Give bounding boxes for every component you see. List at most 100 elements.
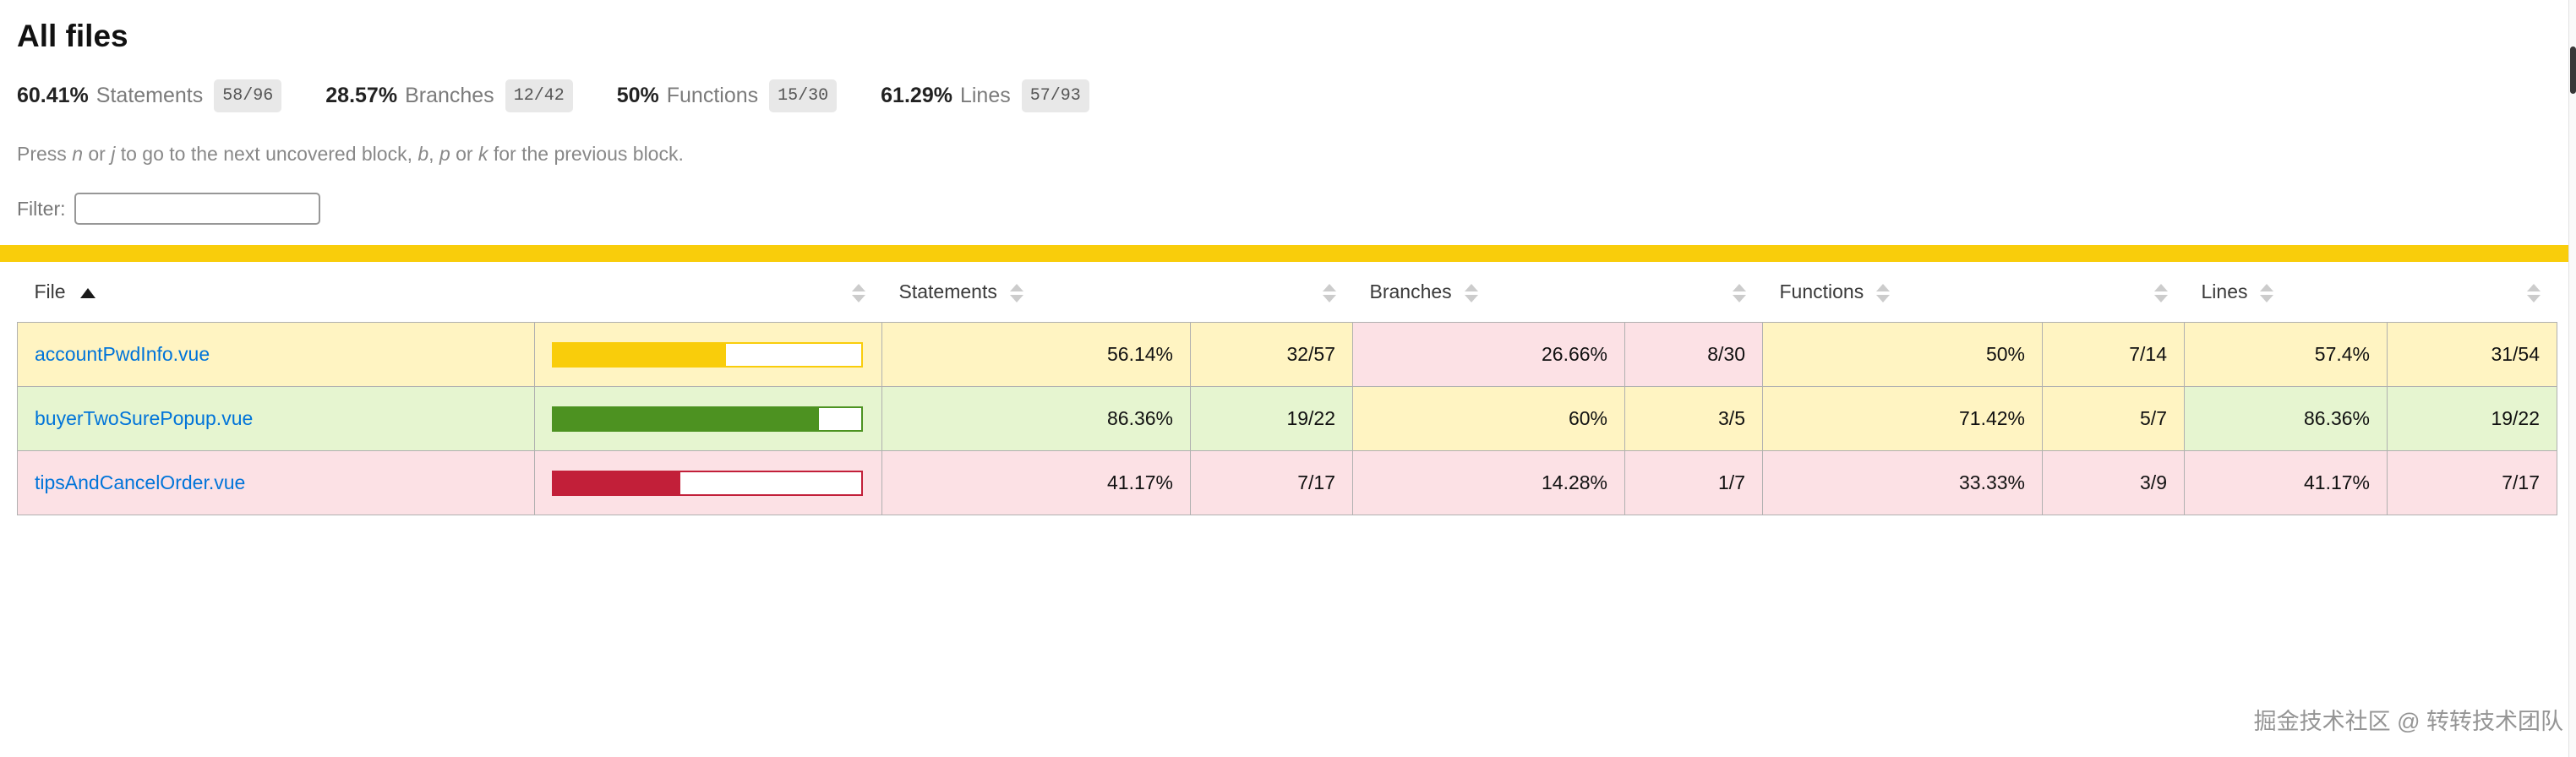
statements-pct-cell: 41.17%: [881, 450, 1191, 515]
hint-text: for the previous block.: [488, 143, 684, 165]
branches-pct-cell: 60%: [1352, 386, 1625, 451]
column-header-file-label: File: [34, 280, 66, 302]
coverage-bar-fill: [554, 471, 680, 494]
keyboard-hint: Press n or j to go to the next uncovered…: [17, 143, 2576, 166]
sort-icon: [1732, 283, 1746, 302]
column-header-file[interactable]: File: [17, 262, 535, 323]
coverage-bar-empty: [726, 343, 861, 366]
file-link[interactable]: buyerTwoSurePopup.vue: [35, 407, 254, 429]
table-row: accountPwdInfo.vue 56.14% 32/57 26.66% 8/30 5…: [17, 322, 2557, 387]
column-header-lines-label: Lines: [2201, 280, 2248, 302]
functions-pct-cell: 71.42%: [1762, 386, 2043, 451]
coverage-bar-empty: [679, 471, 861, 494]
file-cell: buyerTwoSurePopup.vue: [17, 386, 535, 451]
column-header-functions-label: Functions: [1779, 280, 1864, 302]
column-header-branches[interactable]: Branches: [1352, 262, 1625, 323]
branches-pct-cell: 26.66%: [1352, 322, 1625, 387]
chart-cell: [534, 322, 882, 387]
metric-fraction-badge: 15/30: [769, 79, 838, 112]
sort-icon: [1464, 283, 1478, 302]
column-header-functions[interactable]: Functions: [1762, 262, 2043, 323]
sort-asc-icon: [79, 287, 96, 298]
hint-key: k: [478, 143, 488, 165]
sort-icon: [2153, 283, 2168, 302]
filter-label: Filter:: [17, 197, 66, 220]
column-header-lines[interactable]: Lines: [2184, 262, 2388, 323]
metric-label: Functions: [666, 84, 759, 107]
column-header-statements-label: Statements: [898, 280, 997, 302]
metric-label: Statements: [96, 84, 204, 107]
lines-pct-cell: 41.17%: [2184, 450, 2388, 515]
sort-icon: [851, 283, 865, 302]
coverage-bar-fill: [554, 343, 727, 366]
functions-raw-cell: 5/7: [2042, 386, 2185, 451]
column-header-lines-raw[interactable]: [2387, 262, 2557, 323]
file-link[interactable]: tipsAndCancelOrder.vue: [35, 471, 246, 493]
file-link[interactable]: accountPwdInfo.vue: [35, 343, 210, 365]
metrics-row: 60.41% Statements 58/96 28.57% Branches 12/42…: [17, 79, 2576, 112]
metric-branches: 28.57% Branches 12/42: [325, 79, 573, 112]
filter-row: Filter:: [17, 193, 2576, 225]
chart-cell: [534, 450, 882, 515]
metric-label: Branches: [405, 84, 494, 107]
hint-key: n: [72, 143, 83, 165]
coverage-bar-empty: [819, 407, 861, 430]
chart-cell: [534, 386, 882, 451]
table-row: buyerTwoSurePopup.vue 86.36% 19/22 60% 3/5 71…: [17, 386, 2557, 451]
hint-text: or: [450, 143, 478, 165]
statements-raw-cell: 19/22: [1190, 386, 1353, 451]
statements-raw-cell: 7/17: [1190, 450, 1353, 515]
hint-key: j: [111, 143, 116, 165]
lines-pct-cell: 57.4%: [2184, 322, 2388, 387]
metric-label: Lines: [959, 84, 1011, 107]
table-header-row: File Statements Branches Functions: [17, 262, 2557, 323]
hint-text: to go to the next uncovered block,: [115, 143, 418, 165]
metric-statements: 60.41% Statements 58/96: [17, 79, 282, 112]
metric-percent: 60.41%: [17, 84, 89, 107]
branches-raw-cell: 3/5: [1624, 386, 1763, 451]
functions-pct-cell: 50%: [1762, 322, 2043, 387]
column-header-statements-raw[interactable]: [1190, 262, 1353, 323]
statements-raw-cell: 32/57: [1190, 322, 1353, 387]
metric-fraction-badge: 12/42: [505, 79, 573, 112]
vertical-scrollbar-track[interactable]: [2568, 0, 2576, 757]
coverage-bar: [552, 406, 863, 432]
column-header-chart[interactable]: [534, 262, 882, 323]
hint-key: p: [439, 143, 450, 165]
file-cell: tipsAndCancelOrder.vue: [17, 450, 535, 515]
coverage-table: File Statements Branches Functions: [17, 262, 2557, 515]
metric-fraction-badge: 58/96: [214, 79, 282, 112]
lines-pct-cell: 86.36%: [2184, 386, 2388, 451]
vertical-scrollbar-thumb[interactable]: [2570, 46, 2576, 94]
column-header-statements[interactable]: Statements: [881, 262, 1191, 323]
file-cell: accountPwdInfo.vue: [17, 322, 535, 387]
hint-text: or: [82, 143, 112, 165]
branches-raw-cell: 8/30: [1624, 322, 1763, 387]
lines-raw-cell: 7/17: [2387, 450, 2557, 515]
sort-icon: [1009, 283, 1023, 302]
hint-text: ,: [428, 143, 439, 165]
branches-raw-cell: 1/7: [1624, 450, 1763, 515]
coverage-status-line: [0, 245, 2576, 262]
coverage-bar-fill: [554, 407, 820, 430]
functions-pct-cell: 33.33%: [1762, 450, 2043, 515]
lines-raw-cell: 31/54: [2387, 322, 2557, 387]
page-title: All files: [17, 19, 128, 53]
table-row: tipsAndCancelOrder.vue 41.17% 7/17 14.28% 1/…: [17, 450, 2557, 515]
watermark: 掘金技术社区 @ 转转技术团队: [2253, 709, 2563, 734]
statements-pct-cell: 56.14%: [881, 322, 1191, 387]
column-header-branches-raw[interactable]: [1624, 262, 1763, 323]
column-header-functions-raw[interactable]: [2042, 262, 2185, 323]
branches-pct-cell: 14.28%: [1352, 450, 1625, 515]
filter-input[interactable]: [74, 193, 320, 225]
coverage-bar: [552, 341, 863, 368]
hint-text: Press: [17, 143, 73, 165]
metric-percent: 61.29%: [881, 84, 952, 107]
sort-icon: [1876, 283, 1891, 302]
functions-raw-cell: 3/9: [2042, 450, 2185, 515]
lines-raw-cell: 19/22: [2387, 386, 2557, 451]
coverage-table-body: accountPwdInfo.vue 56.14% 32/57 26.66% 8/30 5…: [17, 322, 2557, 515]
metric-percent: 28.57%: [325, 84, 398, 107]
statements-pct-cell: 86.36%: [881, 386, 1191, 451]
metric-functions: 50% Functions 15/30: [617, 79, 838, 112]
